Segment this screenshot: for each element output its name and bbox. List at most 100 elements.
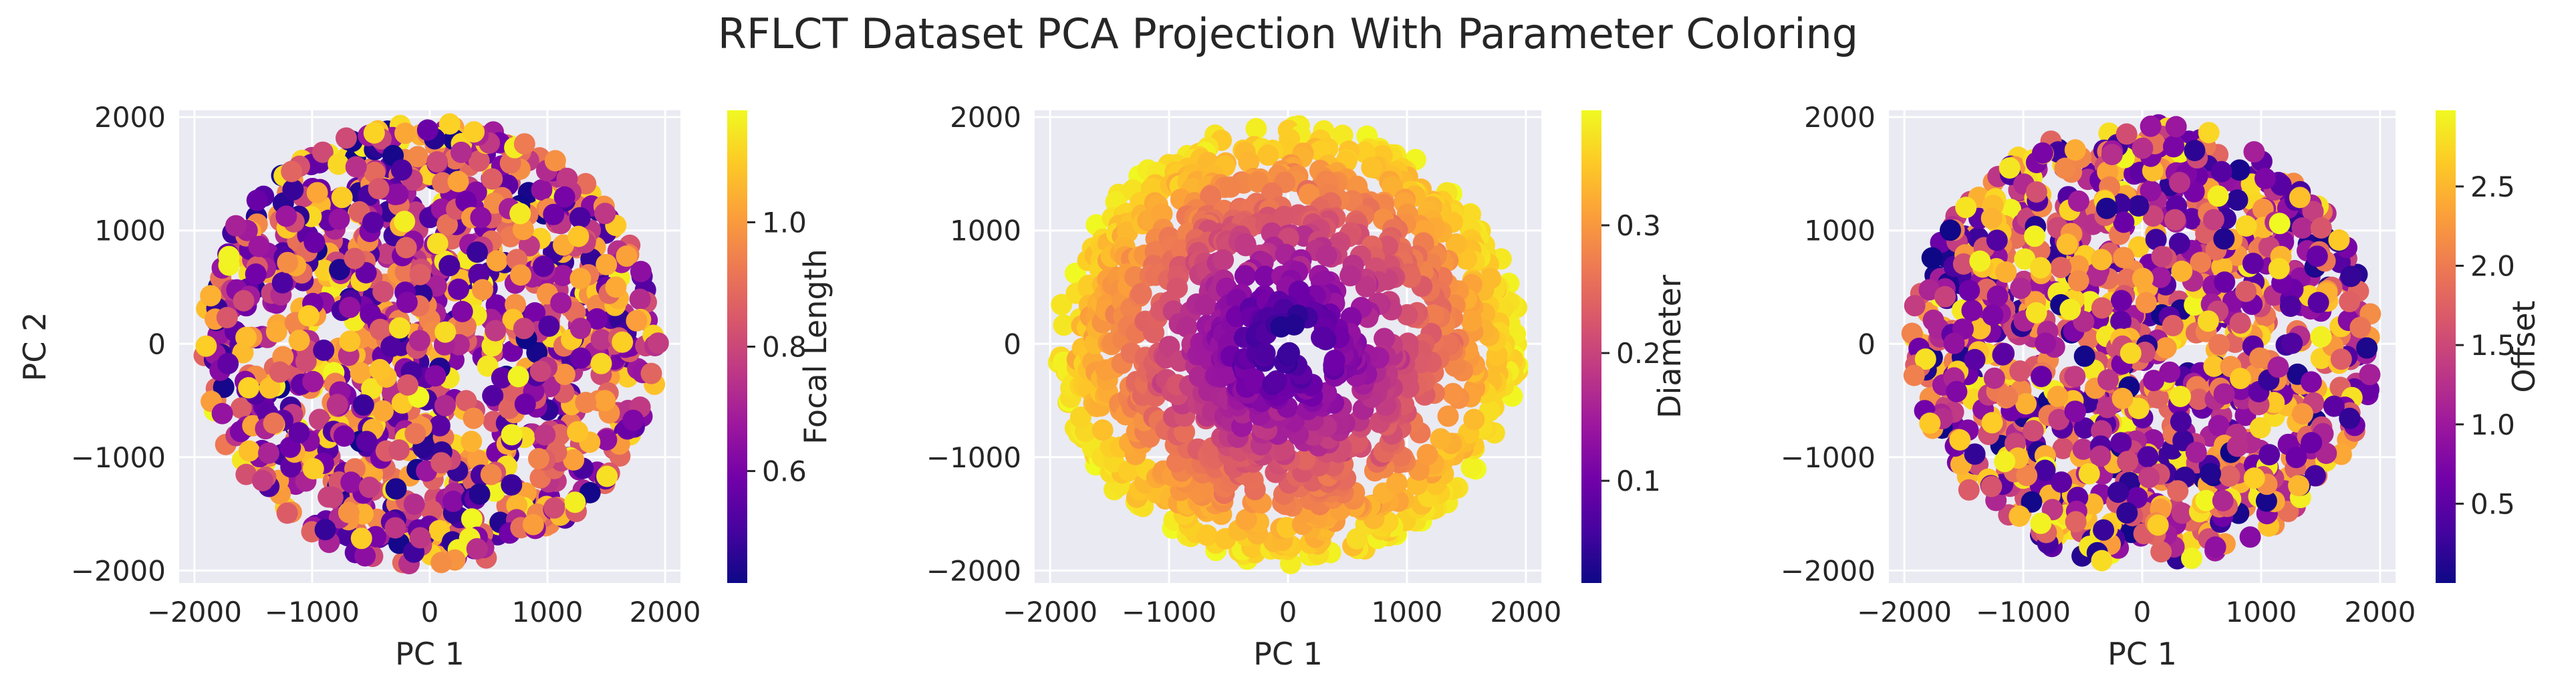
scatter-point (2009, 505, 2031, 527)
y-tick-label: −1000 (1781, 441, 1876, 474)
scatter-point (2200, 463, 2221, 485)
scatter-point (2091, 297, 2113, 319)
scatter-point (2359, 364, 2381, 386)
y-tick-label: 0 (1857, 328, 1876, 360)
scatter-point (1235, 509, 1257, 530)
x-tick-label: −1000 (1122, 596, 1216, 628)
scatter-point (481, 168, 503, 190)
scatter-point (1903, 364, 1925, 386)
scatter-point (281, 160, 303, 183)
scatter-point (436, 214, 459, 236)
y-tick-label: 1000 (94, 215, 166, 247)
scatter-point (528, 448, 549, 470)
scatter-point (2279, 296, 2301, 317)
scatter-point (354, 545, 376, 567)
colorbar (1581, 110, 1601, 583)
scatter-point (1069, 406, 1091, 428)
x-tick-label: −2000 (147, 596, 242, 628)
scatter-point (338, 501, 360, 524)
scatter-point (339, 330, 361, 352)
scatter-point (447, 170, 469, 193)
scatter-point (2285, 447, 2307, 469)
scatter-point (2155, 337, 2177, 359)
scatter-point (2024, 225, 2046, 247)
scatter-point (388, 439, 410, 461)
scatter-point (567, 421, 589, 443)
scatter-point (2228, 159, 2250, 181)
x-axis-label: PC 1 (395, 636, 465, 672)
y-tick-label: 1000 (1804, 215, 1876, 247)
scatter-point (2116, 502, 2138, 524)
scatter-point (2089, 445, 2111, 467)
scatter-point (352, 394, 374, 416)
scatter-point (2015, 393, 2037, 415)
scatter-point (1323, 350, 1345, 371)
scatter-point (403, 493, 425, 515)
scatter-point (1430, 428, 1452, 450)
scatter-point (647, 332, 669, 354)
x-tick-label: 1000 (1371, 596, 1442, 628)
colorbar-label: Diameter (1652, 275, 1688, 419)
scatter-point (2208, 415, 2230, 437)
scatter-point (469, 483, 491, 505)
scatter-point (2128, 195, 2150, 217)
scatter-point (408, 330, 430, 352)
scatter-point (251, 469, 273, 491)
scatter-point (298, 305, 319, 327)
scatter-point (369, 318, 391, 340)
scatter-point (514, 393, 536, 415)
scatter-point (387, 183, 409, 205)
colorbar-label: Focal Length (797, 249, 833, 445)
scatter-point (2116, 268, 2138, 290)
scatter-point (2218, 465, 2240, 487)
scatter-point (1339, 265, 1362, 287)
scatter-point (513, 318, 535, 340)
scatter-point (1943, 332, 1965, 354)
scatter-point (1196, 524, 1218, 546)
x-tick-label: 0 (421, 596, 439, 628)
scatter-point (594, 390, 616, 412)
scatter-point (200, 285, 222, 307)
scatter-point (630, 261, 652, 283)
scatter-point (538, 315, 560, 337)
scatter-point (344, 247, 366, 269)
scatter-point (513, 133, 535, 155)
scatter-point (404, 423, 426, 445)
scatter-point (213, 376, 235, 398)
colorbar-tick-label: 0.3 (1616, 209, 1661, 242)
scatter-point (1234, 265, 1256, 287)
scatter-point (529, 360, 551, 382)
scatter-point (605, 276, 627, 298)
scatter-point (1964, 443, 1986, 465)
colorbar-tick-label: 1.0 (762, 206, 807, 239)
colorbar-tick-label: 2.0 (2470, 250, 2515, 283)
colorbar (2436, 110, 2456, 583)
scatter-point (2323, 395, 2345, 417)
scatter-point (468, 150, 490, 172)
scatter-point (355, 262, 377, 283)
scatter-point (328, 153, 350, 175)
scatter-point (569, 267, 592, 289)
scatter-point (2195, 489, 2217, 511)
scatter-point (230, 397, 252, 419)
scatter-point (238, 377, 260, 398)
scatter-point (195, 335, 217, 357)
scatter-point (2226, 435, 2248, 457)
scatter-point (2031, 366, 2053, 388)
scatter-point (1254, 265, 1276, 287)
scatter-point (271, 272, 293, 294)
scatter-point (544, 150, 566, 172)
scatter-point (1904, 295, 1926, 317)
scatter-point (2203, 355, 2225, 377)
scatter-point (2021, 491, 2043, 513)
scatter-point (1460, 310, 1483, 332)
y-tick-label: 1000 (950, 215, 1021, 247)
scatter-point (543, 497, 565, 519)
scatter-point (2115, 123, 2138, 145)
scatter-point (2016, 465, 2038, 487)
scatter-point (216, 307, 238, 328)
scatter-point (2210, 160, 2232, 183)
scatter-point (2198, 122, 2220, 144)
scatter-point (2339, 407, 2361, 429)
scatter-point (1311, 326, 1333, 348)
